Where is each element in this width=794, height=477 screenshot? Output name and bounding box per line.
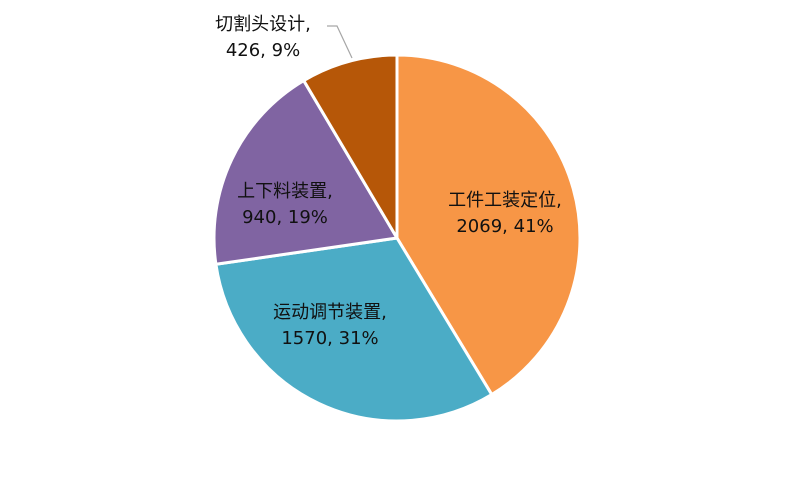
- slice-label-name: 上下料装置,: [237, 181, 333, 202]
- slice-label: 工件工装定位, 2069, 41%: [448, 190, 562, 237]
- slice-label: 运动调节装置, 1570, 31%: [273, 302, 387, 349]
- slice-label-value: 1570, 31%: [281, 328, 378, 349]
- pie-slice: [214, 236, 494, 423]
- leaders-layer: [327, 25, 353, 59]
- slice-label-name: 运动调节装置,: [273, 302, 387, 323]
- labels-layer: 工件工装定位, 2069, 41% 运动调节装置, 1570, 31% 上下料装置, 94…: [215, 14, 562, 349]
- slice-label-value: 940, 19%: [242, 207, 328, 228]
- slice-label-value: 2069, 41%: [456, 216, 553, 237]
- slice-label-name: 切割头设计,: [215, 14, 311, 35]
- slice-label-value: 426, 9%: [226, 40, 300, 61]
- pie-slice: [212, 79, 399, 266]
- label-leader-line: [327, 25, 353, 59]
- slices-layer: [212, 53, 582, 423]
- slice-label-name: 工件工装定位,: [448, 190, 562, 211]
- slice-label: 切割头设计, 426, 9%: [215, 14, 311, 61]
- pie-slice: [395, 53, 582, 397]
- slice-label: 上下料装置, 940, 19%: [237, 181, 333, 228]
- pie-slice: [302, 53, 399, 240]
